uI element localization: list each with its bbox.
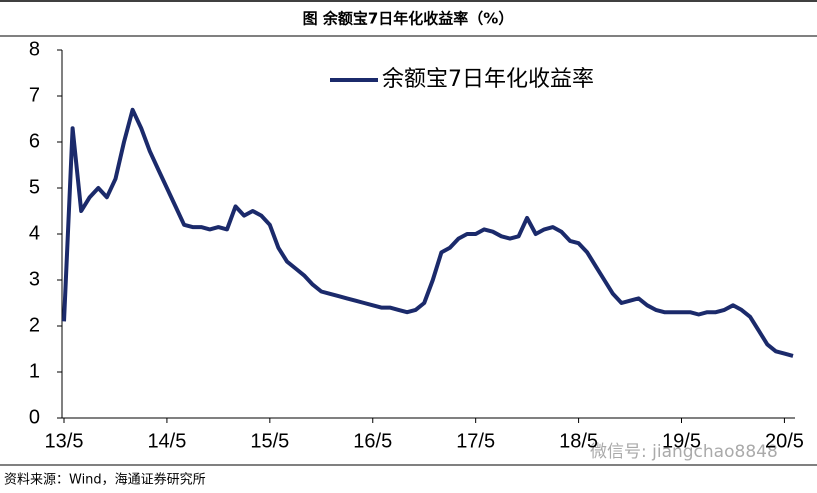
y-tick-label: 0: [29, 406, 40, 428]
y-tick-label: 3: [29, 268, 40, 290]
x-tick-label: 14/5: [147, 430, 186, 452]
x-tick-label: 17/5: [456, 430, 495, 452]
y-tick-label: 4: [29, 222, 40, 244]
line: [62, 107, 794, 358]
y-tick-label: 2: [29, 314, 40, 336]
x-tick-label: 19/5: [662, 430, 701, 452]
chart-title: 图 余额宝7日年化收益率（%）: [303, 10, 514, 28]
y-tick-label: 1: [29, 360, 40, 382]
legend-label: 余额宝7日年化收益率: [382, 67, 594, 92]
y-tick-label: 8: [29, 38, 40, 60]
x-tick-label: 20/5: [765, 430, 804, 452]
watermark: 微信号: jiangchao8848: [590, 442, 778, 462]
y-tick-label: 7: [29, 84, 40, 106]
x-tick-label: 13/5: [45, 430, 84, 452]
y-tick-label: 5: [29, 176, 40, 198]
x-tick-label: 18/5: [559, 430, 598, 452]
x-tick-label: 16/5: [353, 430, 392, 452]
x-tick-label: 15/5: [250, 430, 289, 452]
y-tick-label: 6: [29, 130, 40, 152]
source: 资料来源：Wind，海通证券研究所: [4, 472, 206, 488]
